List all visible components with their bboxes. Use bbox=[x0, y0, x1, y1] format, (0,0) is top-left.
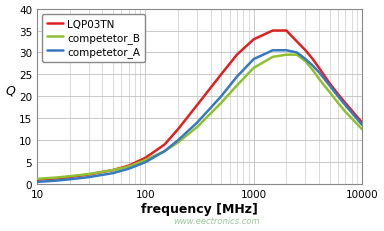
competetor_B bbox=[111, 169, 115, 172]
competetor_B bbox=[54, 176, 58, 179]
competetor_B bbox=[67, 175, 72, 178]
competetor_A bbox=[54, 179, 58, 182]
competetor_A bbox=[270, 50, 275, 52]
competetor_B bbox=[219, 102, 223, 105]
competetor_A bbox=[295, 52, 299, 55]
competetor_B bbox=[175, 141, 180, 144]
competetor_A bbox=[303, 58, 308, 61]
competetor_A bbox=[360, 124, 364, 127]
competetor_A bbox=[35, 181, 39, 184]
competetor_A bbox=[327, 85, 332, 87]
LQP03TN bbox=[67, 176, 72, 179]
LQP03TN bbox=[270, 30, 275, 33]
LQP03TN bbox=[219, 74, 223, 76]
competetor_A bbox=[284, 50, 289, 52]
competetor_A bbox=[175, 139, 180, 142]
competetor_A bbox=[195, 122, 199, 125]
competetor_B bbox=[162, 150, 167, 153]
LQP03TN bbox=[235, 54, 239, 57]
LQP03TN bbox=[143, 157, 147, 160]
competetor_A bbox=[336, 96, 340, 98]
competetor_B bbox=[343, 111, 348, 114]
Line: competetor_B: competetor_B bbox=[37, 55, 362, 179]
LQP03TN bbox=[343, 102, 348, 105]
competetor_A bbox=[317, 72, 321, 74]
LQP03TN bbox=[284, 30, 289, 33]
competetor_A bbox=[235, 76, 239, 79]
Line: LQP03TN: LQP03TN bbox=[37, 31, 362, 180]
LQP03TN bbox=[252, 39, 256, 42]
competetor_B bbox=[235, 85, 239, 87]
competetor_B bbox=[360, 128, 364, 131]
competetor_A bbox=[143, 161, 147, 164]
competetor_B bbox=[295, 54, 299, 57]
Y-axis label: Q: Q bbox=[5, 84, 15, 97]
competetor_A bbox=[219, 96, 223, 98]
competetor_B bbox=[336, 102, 340, 105]
LQP03TN bbox=[327, 82, 332, 85]
LQP03TN bbox=[162, 144, 167, 146]
competetor_A bbox=[126, 168, 131, 170]
competetor_B bbox=[126, 165, 131, 168]
competetor_B bbox=[143, 159, 147, 162]
LQP03TN bbox=[336, 93, 340, 96]
competetor_A bbox=[86, 176, 91, 179]
LQP03TN bbox=[360, 122, 364, 125]
competetor_B bbox=[35, 178, 39, 180]
X-axis label: frequency [MHz]: frequency [MHz] bbox=[141, 202, 258, 215]
competetor_A bbox=[343, 104, 348, 107]
Text: www.eectronics.com: www.eectronics.com bbox=[174, 216, 260, 225]
LQP03TN bbox=[195, 104, 199, 107]
competetor_B bbox=[327, 91, 332, 94]
competetor_B bbox=[310, 69, 315, 72]
Legend: LQP03TN, competetor_B, competetor_A: LQP03TN, competetor_B, competetor_A bbox=[42, 15, 146, 63]
LQP03TN bbox=[35, 179, 39, 181]
competetor_A bbox=[67, 178, 72, 181]
competetor_B bbox=[252, 67, 256, 70]
competetor_B bbox=[86, 173, 91, 176]
competetor_A bbox=[111, 172, 115, 175]
competetor_B bbox=[303, 61, 308, 63]
competetor_B bbox=[270, 56, 275, 59]
competetor_B bbox=[317, 78, 321, 81]
LQP03TN bbox=[295, 41, 299, 44]
competetor_A bbox=[162, 150, 167, 153]
LQP03TN bbox=[175, 128, 180, 131]
LQP03TN bbox=[317, 67, 321, 70]
LQP03TN bbox=[303, 50, 308, 52]
competetor_B bbox=[195, 126, 199, 129]
LQP03TN bbox=[86, 173, 91, 176]
competetor_B bbox=[284, 54, 289, 57]
LQP03TN bbox=[111, 169, 115, 172]
competetor_A bbox=[310, 65, 315, 68]
LQP03TN bbox=[310, 58, 315, 61]
competetor_A bbox=[252, 58, 256, 61]
LQP03TN bbox=[54, 177, 58, 180]
LQP03TN bbox=[126, 165, 131, 167]
Line: competetor_A: competetor_A bbox=[37, 51, 362, 182]
